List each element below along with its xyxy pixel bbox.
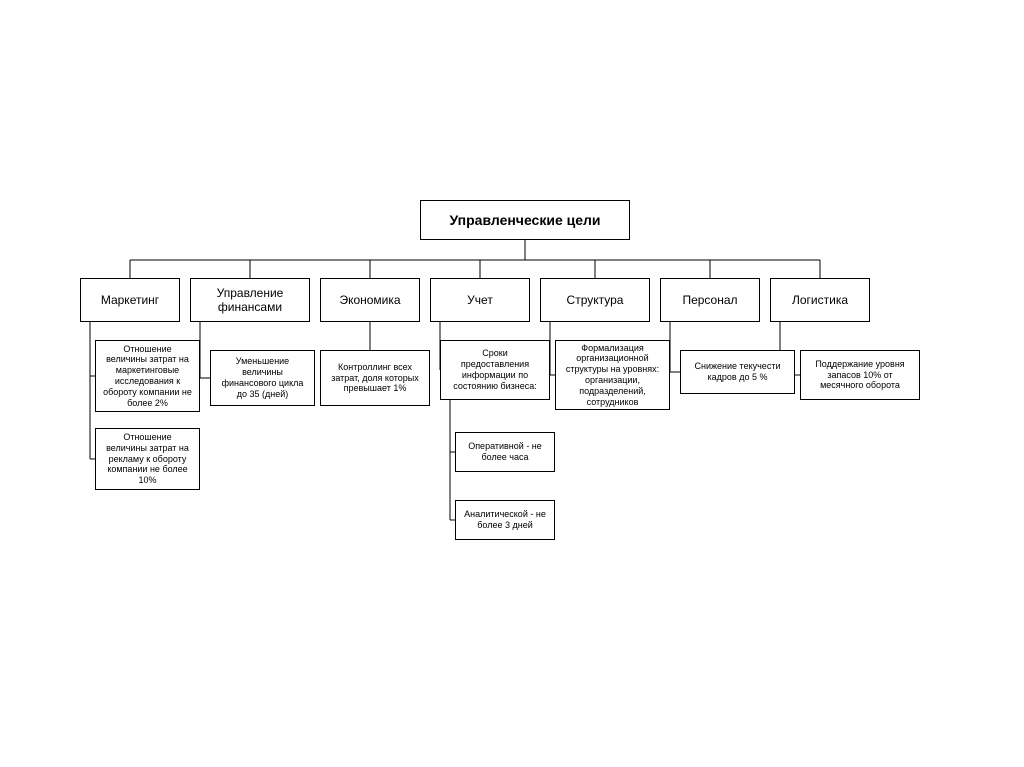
cat-logistics-label: Логистика — [792, 293, 848, 307]
leaf-structure-formal: Формализация организационной структуры н… — [555, 340, 670, 410]
cat-personnel: Персонал — [660, 278, 760, 322]
leaf-economy-control: Контроллинг всех затрат, доля которых пр… — [320, 350, 430, 406]
leaf-account-operative-label: Оперативной - не более часа — [462, 441, 548, 463]
cat-account-label: Учет — [467, 293, 493, 307]
leaf-finance-cycle-label: Уменьшение величины финансового цикла до… — [217, 356, 308, 399]
cat-structure: Структура — [540, 278, 650, 322]
leaf-structure-formal-label: Формализация организационной структуры н… — [562, 343, 663, 408]
leaf-personnel-turnover-label: Снижение текучести кадров до 5 % — [687, 361, 788, 383]
cat-account: Учет — [430, 278, 530, 322]
cat-personnel-label: Персонал — [682, 293, 737, 307]
leaf-marketing-research-label: Отношение величины затрат на маркетингов… — [102, 344, 193, 409]
leaf-marketing-ads: Отношение величины затрат на рекламу к о… — [95, 428, 200, 490]
leaf-finance-cycle: Уменьшение величины финансового цикла до… — [210, 350, 315, 406]
cat-finance: Управление финансами — [190, 278, 310, 322]
org-chart-canvas: Управленческие цели Маркетинг Управление… — [0, 0, 1024, 767]
leaf-logistics-stock-label: Поддержание уровня запасов 10% от месячн… — [807, 359, 913, 391]
leaf-account-operative: Оперативной - не более часа — [455, 432, 555, 472]
leaf-account-timing-label: Сроки предоставления информации по состо… — [447, 348, 543, 391]
cat-economy: Экономика — [320, 278, 420, 322]
root-label: Управленческие цели — [449, 212, 600, 229]
cat-economy-label: Экономика — [339, 293, 400, 307]
cat-marketing-label: Маркетинг — [101, 293, 159, 307]
leaf-account-analytic: Аналитической - не более 3 дней — [455, 500, 555, 540]
leaf-account-analytic-label: Аналитической - не более 3 дней — [462, 509, 548, 531]
root-node: Управленческие цели — [420, 200, 630, 240]
leaf-economy-control-label: Контроллинг всех затрат, доля которых пр… — [327, 362, 423, 394]
cat-structure-label: Структура — [567, 293, 624, 307]
leaf-personnel-turnover: Снижение текучести кадров до 5 % — [680, 350, 795, 394]
leaf-logistics-stock: Поддержание уровня запасов 10% от месячн… — [800, 350, 920, 400]
leaf-marketing-ads-label: Отношение величины затрат на рекламу к о… — [102, 432, 193, 486]
cat-finance-label: Управление финансами — [197, 286, 303, 315]
cat-marketing: Маркетинг — [80, 278, 180, 322]
leaf-marketing-research: Отношение величины затрат на маркетингов… — [95, 340, 200, 412]
cat-logistics: Логистика — [770, 278, 870, 322]
leaf-account-timing: Сроки предоставления информации по состо… — [440, 340, 550, 400]
